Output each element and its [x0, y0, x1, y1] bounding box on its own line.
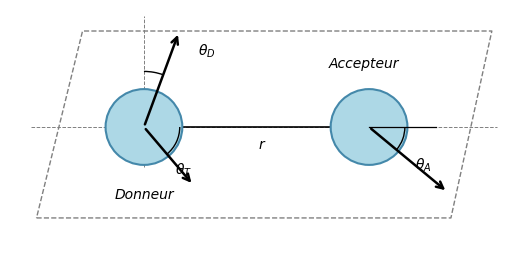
Text: $\theta_A$: $\theta_A$	[415, 156, 431, 173]
Text: Accepteur: Accepteur	[329, 57, 399, 71]
Text: r: r	[259, 138, 265, 152]
Text: $\theta_T$: $\theta_T$	[174, 161, 192, 179]
Text: $\theta_D$: $\theta_D$	[198, 42, 215, 60]
Circle shape	[106, 89, 182, 165]
Text: Donneur: Donneur	[114, 188, 174, 202]
Circle shape	[331, 89, 407, 165]
